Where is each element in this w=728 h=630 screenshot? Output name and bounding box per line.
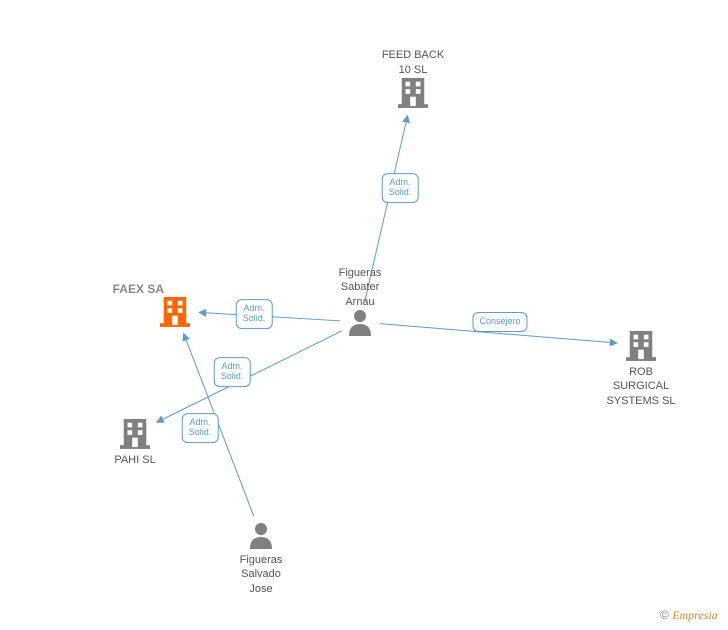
diagram-canvas: FEED BACK 10 SL FAEX SA PAHI SL ROB SURGICA… [0,0,728,630]
copyright-brand: Empresia [672,608,718,622]
node-label-feedback: FEED BACK 10 SL [353,48,473,77]
node-pahi[interactable]: PAHI SL [120,417,150,454]
edge-label-sabater-rob: Consejero [472,312,527,332]
building-icon [626,348,656,365]
node-salvado[interactable]: Figueras Salvado Jose [248,521,274,554]
edge-label-salvado-faex: Adm. Solid. [182,413,219,443]
building-icon [120,436,150,453]
copyright-symbol: © [660,608,669,622]
node-feedback[interactable]: FEED BACK 10 SL [398,76,428,113]
building-icon [160,314,190,331]
node-faex[interactable]: FAEX SA [160,295,190,332]
node-label-salvado: Figueras Salvado Jose [201,553,321,596]
edge-label-sabater-feedback: Adm. Solid. [382,173,419,203]
copyright: © Empresia [660,608,718,623]
edge-label-sabater-pahi: Adm. Solid. [214,357,251,387]
node-label-pahi: PAHI SL [75,453,195,467]
node-label-rob: ROB SURGICAL SYSTEMS SL [581,365,701,408]
person-icon [347,323,373,340]
node-label-sabater: Figueras Sabater Arnau [300,266,420,309]
node-label-faex: FAEX SA [84,282,164,298]
node-rob[interactable]: ROB SURGICAL SYSTEMS SL [626,329,656,366]
node-sabater[interactable]: Figueras Sabater Arnau [347,308,373,341]
person-icon [248,536,274,553]
edge-label-sabater-faex: Adm. Solid. [236,299,273,329]
building-icon [398,95,428,112]
